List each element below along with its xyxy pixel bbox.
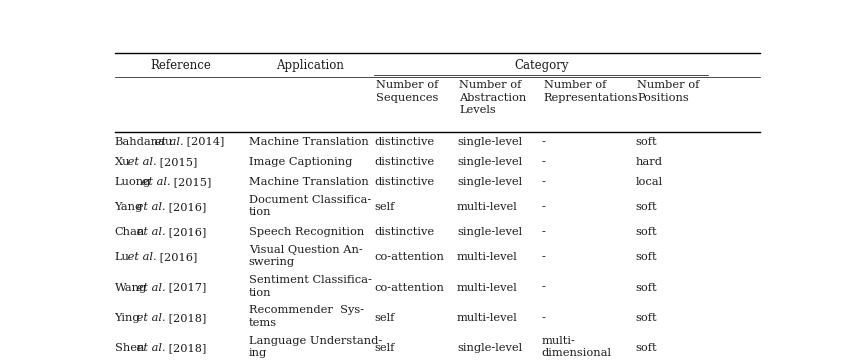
Text: multi-level: multi-level: [457, 252, 517, 262]
Text: soft: soft: [635, 136, 656, 147]
Text: self: self: [374, 343, 394, 353]
Text: -: -: [541, 313, 544, 323]
Text: distinctive: distinctive: [374, 227, 434, 237]
Text: Recommender  Sys-
tems: Recommender Sys- tems: [249, 305, 364, 328]
Text: single-level: single-level: [457, 157, 521, 167]
Text: Visual Question An-
swering: Visual Question An- swering: [249, 245, 362, 268]
Text: Yang: Yang: [114, 202, 142, 212]
Text: Bahdanau: Bahdanau: [114, 136, 173, 147]
Text: Lu: Lu: [114, 252, 130, 262]
Text: single-level: single-level: [457, 343, 521, 353]
Text: [2015]: [2015]: [170, 177, 210, 187]
Text: single-level: single-level: [457, 136, 521, 147]
Text: Machine Translation: Machine Translation: [249, 177, 368, 187]
Text: soft: soft: [635, 343, 656, 353]
Text: Sentiment Classifica-
tion: Sentiment Classifica- tion: [249, 275, 371, 298]
Text: local: local: [635, 177, 662, 187]
Text: [2016]: [2016]: [164, 202, 206, 212]
Text: Number of
Representations: Number of Representations: [543, 81, 637, 103]
Text: distinctive: distinctive: [374, 177, 434, 187]
Text: Xu: Xu: [114, 157, 130, 167]
Text: distinctive: distinctive: [374, 157, 434, 167]
Text: -: -: [541, 157, 544, 167]
Text: et al.: et al.: [133, 313, 165, 323]
Text: Category: Category: [514, 59, 568, 72]
Text: Speech Recognition: Speech Recognition: [249, 227, 364, 237]
Text: Chan: Chan: [114, 227, 145, 237]
Text: soft: soft: [635, 313, 656, 323]
Text: et al.: et al.: [133, 202, 165, 212]
Text: co-attention: co-attention: [374, 282, 444, 293]
Text: [2018]: [2018]: [164, 313, 206, 323]
Text: Machine Translation: Machine Translation: [249, 136, 368, 147]
Text: multi-
dimensional: multi- dimensional: [541, 336, 611, 358]
Text: -: -: [541, 136, 544, 147]
Text: Reference: Reference: [150, 59, 210, 72]
Text: -: -: [541, 282, 544, 293]
Text: Application: Application: [276, 59, 343, 72]
Text: Number of
Positions: Number of Positions: [636, 81, 699, 103]
Text: hard: hard: [635, 157, 662, 167]
Text: [2015]: [2015]: [156, 157, 197, 167]
Text: Number of
Abstraction
Levels: Number of Abstraction Levels: [458, 81, 526, 115]
Text: soft: soft: [635, 227, 656, 237]
Text: et al.: et al.: [151, 136, 184, 147]
Text: multi-level: multi-level: [457, 313, 517, 323]
Text: -: -: [541, 202, 544, 212]
Text: Number of
Sequences: Number of Sequences: [376, 81, 438, 103]
Text: Ying: Ying: [114, 313, 140, 323]
Text: self: self: [374, 313, 394, 323]
Text: Document Classifica-
tion: Document Classifica- tion: [249, 195, 371, 217]
Text: [2018]: [2018]: [164, 343, 206, 353]
Text: [2017]: [2017]: [164, 282, 206, 293]
Text: distinctive: distinctive: [374, 136, 434, 147]
Text: [2016]: [2016]: [156, 252, 197, 262]
Text: et al.: et al.: [133, 282, 165, 293]
Text: et al.: et al.: [133, 343, 165, 353]
Text: soft: soft: [635, 282, 656, 293]
Text: et al.: et al.: [124, 252, 156, 262]
Text: Wang: Wang: [114, 282, 147, 293]
Text: Shen: Shen: [114, 343, 144, 353]
Text: -: -: [541, 227, 544, 237]
Text: single-level: single-level: [457, 227, 521, 237]
Text: multi-level: multi-level: [457, 282, 517, 293]
Text: et al.: et al.: [124, 157, 156, 167]
Text: -: -: [541, 252, 544, 262]
Text: soft: soft: [635, 202, 656, 212]
Text: -: -: [541, 177, 544, 187]
Text: Language Understand-
ing: Language Understand- ing: [249, 336, 382, 358]
Text: [2016]: [2016]: [164, 227, 206, 237]
Text: soft: soft: [635, 252, 656, 262]
Text: et al.: et al.: [137, 177, 170, 187]
Text: et al.: et al.: [133, 227, 165, 237]
Text: Image Captioning: Image Captioning: [249, 157, 352, 167]
Text: self: self: [374, 202, 394, 212]
Text: [2014]: [2014]: [183, 136, 225, 147]
Text: multi-level: multi-level: [457, 202, 517, 212]
Text: single-level: single-level: [457, 177, 521, 187]
Text: Luong: Luong: [114, 177, 151, 187]
Text: co-attention: co-attention: [374, 252, 444, 262]
